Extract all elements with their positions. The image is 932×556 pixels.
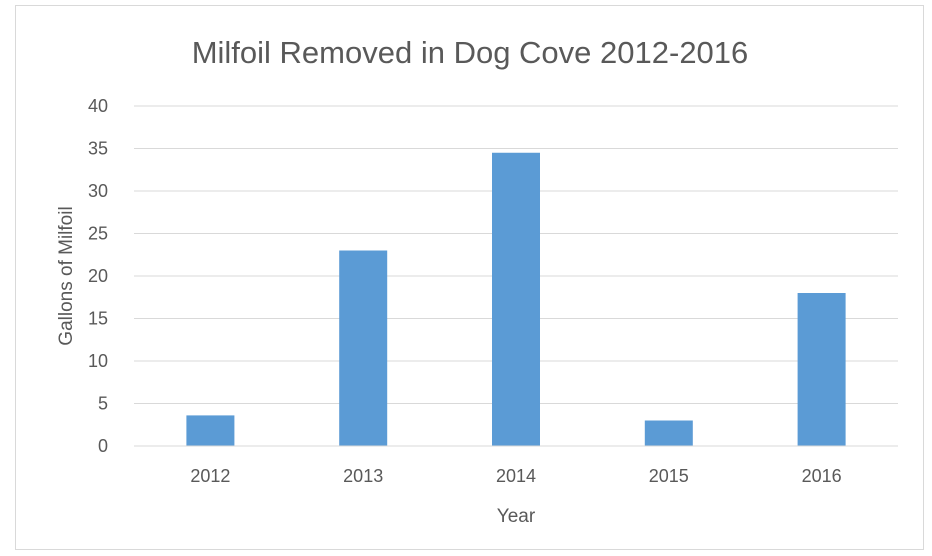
bar-2012 — [186, 415, 235, 446]
x-tick-label: 2013 — [343, 466, 383, 486]
x-axis-label: Year — [497, 506, 536, 527]
y-tick-label: 35 — [88, 139, 108, 159]
y-tick-label: 40 — [88, 96, 108, 116]
bar-2016 — [797, 293, 846, 446]
x-tick-label: 2016 — [802, 466, 842, 486]
y-tick-label: 20 — [88, 266, 108, 286]
x-tick-label: 2015 — [649, 466, 689, 486]
chart-title: Milfoil Removed in Dog Cove 2012-2016 — [192, 35, 749, 70]
bar-2013 — [339, 250, 388, 446]
x-tick-label: 2014 — [496, 466, 536, 486]
y-tick-label: 0 — [98, 436, 108, 456]
chart-frame — [15, 5, 924, 550]
bar-2014 — [492, 152, 540, 446]
x-tick-labels: 2012 2013 2014 2015 2016 — [190, 466, 841, 486]
bars — [186, 152, 846, 446]
y-tick-label: 15 — [88, 309, 108, 329]
y-axis-label: Gallons of Milfoil — [56, 206, 77, 345]
bar-2015 — [644, 420, 693, 446]
y-tick-label: 10 — [88, 351, 108, 371]
y-tick-label: 25 — [88, 224, 108, 244]
y-tick-labels: 0 5 10 15 20 25 30 35 40 — [88, 96, 108, 456]
y-tick-label: 30 — [88, 181, 108, 201]
x-tick-label: 2012 — [190, 466, 230, 486]
y-tick-label: 5 — [98, 394, 108, 414]
